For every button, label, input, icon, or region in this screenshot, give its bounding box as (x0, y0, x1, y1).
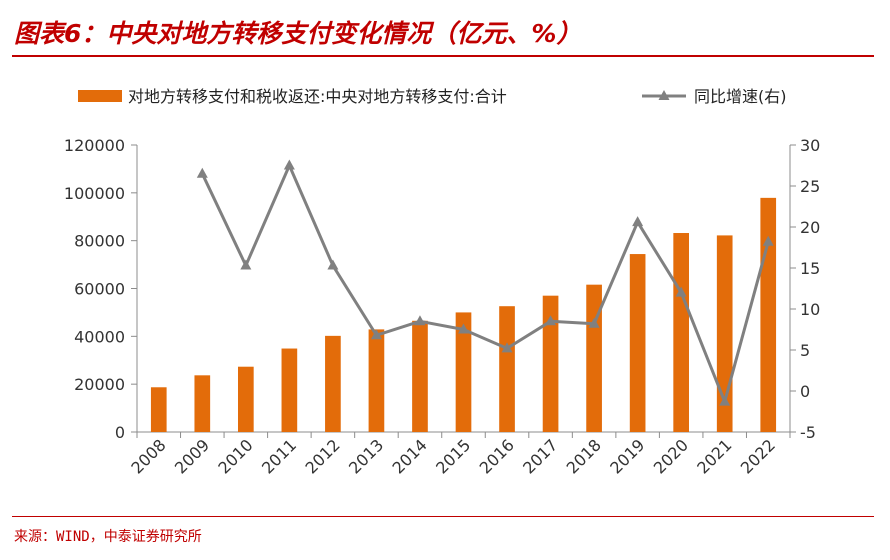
x-tick-label: 2012 (302, 435, 344, 477)
legend: 对地方转移支付和税收返还:中央对地方转移支付:合计 同比增速(右) (78, 87, 787, 106)
left-tick-label: 60000 (74, 280, 125, 299)
bar (455, 312, 472, 432)
bar (150, 387, 167, 432)
left-tick-label: 80000 (74, 232, 125, 251)
x-tick-label: 2022 (737, 435, 779, 477)
x-tick-label: 2017 (519, 435, 561, 477)
right-tick-label: 0 (800, 382, 810, 401)
x-tick-label: 2016 (476, 435, 518, 477)
right-tick-label: 15 (800, 259, 820, 278)
bar-series (150, 197, 777, 432)
line-point (762, 235, 774, 246)
bar (194, 375, 211, 432)
bar (760, 197, 777, 432)
bar (499, 306, 515, 432)
page-title: 图表6：中央对地方转移支付变化情况（亿元、%） (14, 19, 582, 48)
line-point (458, 323, 469, 334)
source-note: 来源：WIND，中泰证券研究所 (14, 529, 202, 545)
right-tick-label: 5 (800, 341, 810, 360)
x-tick-label: 2008 (127, 435, 169, 477)
x-tick-label: 2015 (432, 435, 474, 477)
line-point (414, 315, 426, 326)
line-point (675, 286, 687, 297)
title-divider (12, 55, 874, 57)
line-point (327, 259, 339, 270)
bar (629, 254, 646, 432)
line-point (501, 342, 513, 353)
legend-bar-label: 对地方转移支付和税收返还:中央对地方转移支付:合计 (128, 87, 507, 106)
line-point (283, 159, 295, 170)
bar (673, 233, 690, 432)
x-tick-label: 2013 (345, 435, 387, 477)
right-tick-label: 30 (800, 136, 820, 155)
bar (325, 335, 341, 432)
line-point (240, 259, 252, 270)
line-series (196, 159, 774, 406)
line-point (545, 315, 557, 326)
right-tick-label: -5 (800, 423, 816, 442)
line-point (196, 167, 208, 178)
right-tick-label: 25 (800, 177, 820, 196)
right-tick-label: 10 (800, 300, 820, 319)
line-point (588, 317, 600, 328)
x-tick-label: 2020 (650, 435, 692, 477)
legend-bar-swatch (78, 90, 122, 102)
bar (586, 284, 602, 432)
x-tick-label: 2014 (389, 435, 431, 477)
bar (368, 329, 385, 432)
x-tick-label: 2019 (606, 435, 648, 477)
line-point (719, 395, 731, 406)
footer-divider (12, 516, 874, 517)
right-tick-label: 20 (800, 218, 820, 237)
x-tick-label: 2018 (563, 435, 605, 477)
bar (237, 366, 254, 432)
bar (281, 348, 298, 432)
legend-line-marker (658, 90, 670, 100)
left-tick-label: 20000 (74, 375, 125, 394)
left-tick-label: 40000 (74, 327, 125, 346)
left-tick-label: 120000 (64, 136, 125, 155)
legend-line-label: 同比增速(右) (694, 87, 787, 106)
chart: 对地方转移支付和税收返还:中央对地方转移支付:合计 同比增速(右) 0 20000 4… (64, 87, 820, 478)
line-point (632, 216, 644, 227)
x-tick-label: 2009 (171, 435, 213, 477)
left-tick-label: 100000 (64, 184, 125, 203)
growth-line (200, 164, 770, 404)
chart-axes: 0 20000 40000 60000 80000 100000 120000 -5 0 5 10 1… (64, 136, 820, 478)
line-point (370, 329, 382, 340)
x-tick-label: 2021 (693, 435, 735, 477)
bar (412, 320, 428, 432)
x-tick-label: 2010 (214, 435, 256, 477)
bar (542, 295, 559, 432)
left-tick-label: 0 (115, 423, 125, 442)
x-tick-label: 2011 (258, 435, 300, 477)
